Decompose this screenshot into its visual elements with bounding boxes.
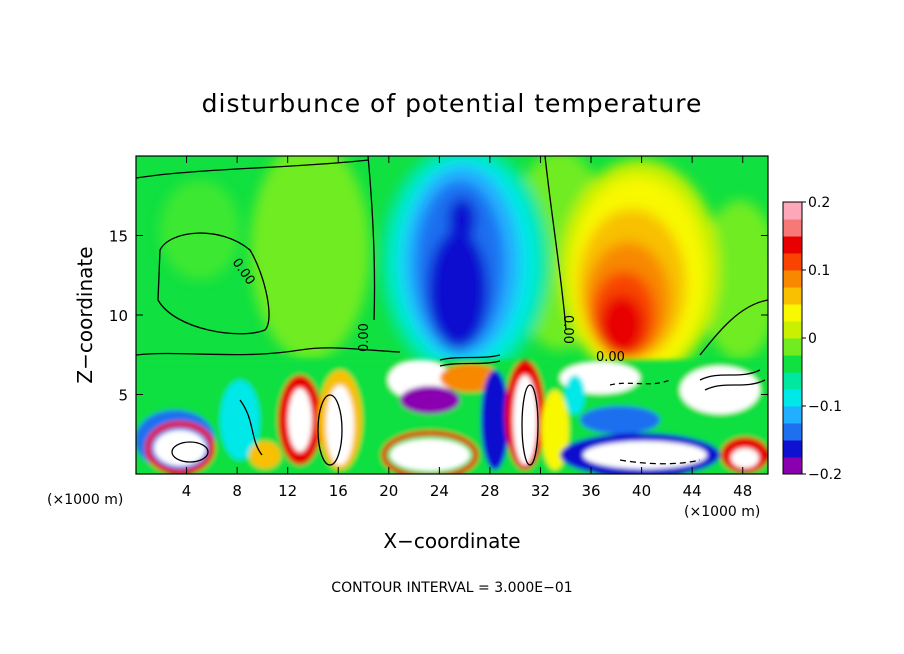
colorbar-tick-label: 0.2 [808, 195, 830, 211]
colorbar-swatch [783, 236, 802, 254]
x-tick-label: 16 [329, 482, 348, 500]
x-tick-label: 40 [632, 482, 651, 500]
colorbar-tick-label: −0.2 [808, 467, 842, 483]
x-tick-label: 28 [480, 482, 499, 500]
x-tick-label: 24 [430, 482, 449, 500]
colorbar: 0.2 0.1 0 −0.1 −0.2 [782, 195, 842, 483]
x-tick-label: 12 [278, 482, 297, 500]
x-tick-label: 32 [531, 482, 550, 500]
chart-title: disturbunce of potential temperature [202, 89, 703, 118]
colorbar-swatch [783, 457, 802, 475]
contour-label: 0.00 [560, 315, 575, 344]
colorbar-swatch [783, 253, 802, 271]
colorbar-tick-label: 0.1 [808, 263, 830, 279]
y-tick-label: 5 [118, 387, 128, 405]
colorbar-swatch [783, 304, 802, 322]
footer-contour-interval: CONTOUR INTERVAL = 3.000E−01 [331, 580, 572, 596]
colorbar-swatch [783, 287, 802, 305]
colorbar-swatch [783, 389, 802, 407]
colorbar-tick-label: −0.1 [808, 399, 842, 415]
colorbar-swatch [783, 321, 802, 339]
colorbar-swatch [783, 355, 802, 373]
contour-label: 0.00 [596, 350, 625, 365]
x-axis: 4 8 12 16 20 24 28 32 36 40 44 48 [182, 156, 752, 500]
x-tick-label: 44 [683, 482, 702, 500]
x-tick-label: 4 [182, 482, 192, 500]
y-axis-label: Z−coordinate [73, 246, 97, 383]
x-tick-label: 20 [379, 482, 398, 500]
y-tick-label: 15 [109, 228, 128, 246]
colorbar-swatch [783, 406, 802, 424]
x-tick-label: 8 [232, 482, 242, 500]
colorbar-swatch [783, 219, 802, 237]
colorbar-tick-label: 0 [808, 331, 817, 347]
colorbar-swatch [783, 440, 802, 458]
x-unit-left: (×1000 m) [47, 492, 123, 508]
x-unit-right: (×1000 m) [684, 504, 760, 520]
y-tick-label: 10 [109, 307, 128, 325]
colorbar-swatch [783, 202, 802, 220]
x-tick-label: 48 [733, 482, 752, 500]
y-axis: 5 10 15 [109, 228, 768, 405]
colorbar-swatch [783, 270, 802, 288]
colorbar-swatch [783, 423, 802, 441]
x-axis-label: X−coordinate [383, 529, 520, 553]
colorbar-swatch [783, 338, 802, 356]
colorbar-swatch [783, 372, 802, 390]
heatmap-field: 0.00 0.00 0.00 0.00 [136, 156, 768, 474]
contour-label: 0.00 [357, 323, 372, 352]
x-tick-label: 36 [581, 482, 600, 500]
